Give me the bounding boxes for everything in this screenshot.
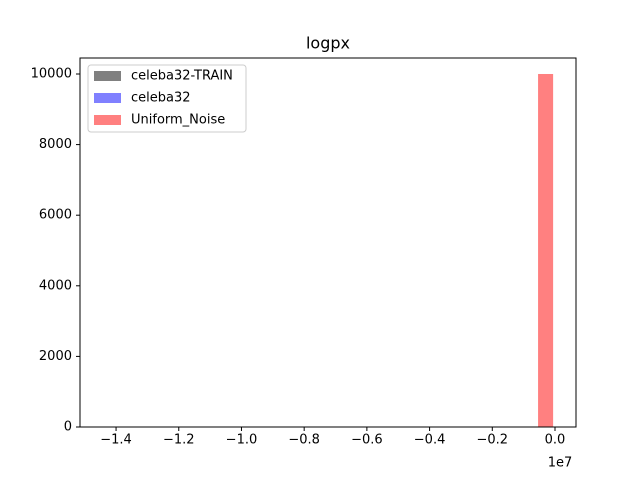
plot-frame	[79, 57, 577, 428]
legend-label: celeba32	[131, 91, 191, 106]
chart-title: logpx	[306, 34, 350, 53]
x-tick-label: −1.0	[226, 433, 258, 448]
x-tick-label: −0.8	[288, 433, 320, 448]
legend-box	[87, 64, 247, 133]
x-tick-label: −0.4	[414, 433, 446, 448]
y-tick-label: 4000	[39, 278, 72, 293]
histogram-bar	[538, 73, 554, 427]
x-tick-label: −0.2	[476, 433, 508, 448]
legend-swatch	[94, 115, 121, 125]
legend-label: celeba32-TRAIN	[131, 69, 233, 84]
y-tick-label: 2000	[39, 349, 72, 364]
legend-swatch	[94, 71, 121, 81]
y-tick-label: 10000	[31, 66, 72, 81]
legend-swatch	[94, 93, 121, 103]
x-tick-label: 0.0	[545, 433, 566, 448]
x-tick-label: −0.6	[351, 433, 383, 448]
y-tick-label: 6000	[39, 208, 72, 223]
x-offset-label: 1e7	[548, 456, 573, 471]
y-tick-label: 0	[64, 420, 72, 435]
legend-label: Uniform_Noise	[131, 113, 225, 128]
x-tick-label: −1.4	[100, 433, 132, 448]
x-tick-label: −1.2	[163, 433, 195, 448]
y-tick-label: 8000	[39, 137, 72, 152]
